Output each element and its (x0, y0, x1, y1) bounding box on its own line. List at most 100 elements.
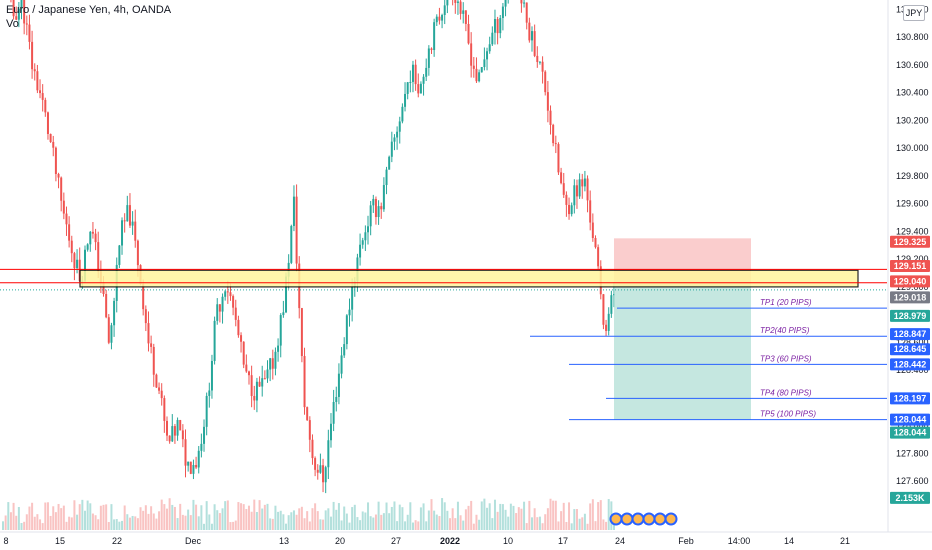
volume-bar (216, 510, 219, 530)
candle-body (575, 185, 578, 197)
volume-bar (459, 515, 462, 530)
volume-bar (195, 504, 198, 530)
currency-chip[interactable]: JPY (903, 5, 925, 21)
candle-body (110, 325, 113, 343)
x-tick-label: 24 (615, 536, 625, 546)
candle-body (591, 222, 594, 238)
candle-body (266, 369, 269, 379)
price-label-bg (890, 426, 930, 439)
tp-label: TP4 (80 PIPS) (760, 388, 812, 397)
candle-body (329, 423, 332, 441)
candle-body (94, 233, 97, 243)
volume-bar (224, 501, 227, 530)
candle-body (435, 16, 438, 23)
candle-body (546, 92, 549, 111)
candle-body (86, 244, 89, 250)
candle-body (388, 156, 391, 170)
candle-body (136, 240, 139, 266)
volume-bar (86, 500, 89, 530)
candle-body (52, 141, 55, 148)
candle-body (255, 381, 258, 401)
candle-body (73, 253, 76, 269)
volume-bar (478, 519, 481, 530)
y-tick-label: 130.800 (896, 32, 929, 42)
x-tick-label: 20 (335, 536, 345, 546)
candle-body (147, 323, 150, 344)
volume-bar (435, 514, 438, 530)
candle-body (311, 439, 314, 459)
candle-body (533, 31, 536, 56)
volume-bar (258, 500, 261, 530)
volume-bar (554, 500, 557, 530)
candle-body (208, 390, 211, 396)
volume-bar (377, 501, 380, 530)
candle-body (128, 205, 131, 226)
candle-body (446, 0, 449, 6)
price-axis (888, 0, 932, 550)
volume-bar (54, 512, 57, 530)
volume-bar (493, 499, 496, 530)
candle-body (20, 0, 23, 9)
volume-bar (121, 520, 124, 530)
candle-body (480, 67, 483, 73)
volume-bar (419, 507, 422, 530)
volume-bar (200, 505, 203, 530)
candle-body (411, 64, 414, 82)
candle-body (337, 373, 340, 397)
volume-bar (176, 518, 179, 530)
volume-bar (205, 501, 208, 530)
x-tick-label: 14 (784, 536, 794, 546)
volume-bar (396, 521, 399, 530)
volume-bar (536, 517, 539, 530)
volume-bar (480, 501, 483, 530)
candle-body (427, 48, 430, 68)
candle-body (565, 194, 568, 205)
volume-bar (451, 508, 454, 530)
volume-bar (446, 510, 449, 530)
candle-body (364, 232, 367, 241)
volume-bar (581, 517, 584, 530)
candle-body (483, 59, 486, 68)
candle-body (250, 375, 253, 397)
volume-bar (163, 504, 166, 530)
candle-body (570, 205, 573, 215)
candle-body (173, 426, 176, 436)
volume-bar (171, 504, 174, 530)
price-label-bg (890, 235, 930, 248)
candle-body (316, 469, 319, 473)
candle-body (165, 420, 168, 436)
candle-body (456, 1, 459, 3)
volume-bar (292, 510, 295, 530)
volume-bar (17, 506, 20, 530)
symbol-title[interactable]: Euro / Japanese Yen, 4h, OANDA (6, 4, 172, 16)
volume-bar (462, 520, 465, 530)
candle-body (234, 307, 237, 320)
candle-body (224, 291, 227, 297)
volume-bar (78, 504, 81, 530)
candle-body (319, 465, 322, 473)
volume-bar (528, 500, 531, 530)
event-marker (620, 512, 634, 526)
candle-body (57, 173, 60, 178)
volume-bar (322, 519, 325, 530)
candle-body (25, 23, 28, 25)
candle-body (160, 390, 163, 399)
volume-bar (94, 515, 97, 530)
candle-body (171, 426, 174, 442)
tp-label: TP1 (20 PIPS) (760, 298, 812, 307)
y-tick-label: 129.800 (896, 171, 929, 181)
candle-body (46, 112, 49, 134)
volume-bar (65, 521, 68, 530)
volume-bar (192, 499, 195, 530)
candle-body (17, 8, 20, 20)
candle-body (602, 294, 605, 325)
candle-body (245, 364, 248, 372)
volume-bar (311, 508, 314, 530)
volume-bar (105, 504, 108, 530)
candle-body (459, 1, 462, 14)
volume-bar (591, 499, 594, 530)
volume-bar (441, 498, 444, 530)
candle-body (594, 237, 597, 248)
